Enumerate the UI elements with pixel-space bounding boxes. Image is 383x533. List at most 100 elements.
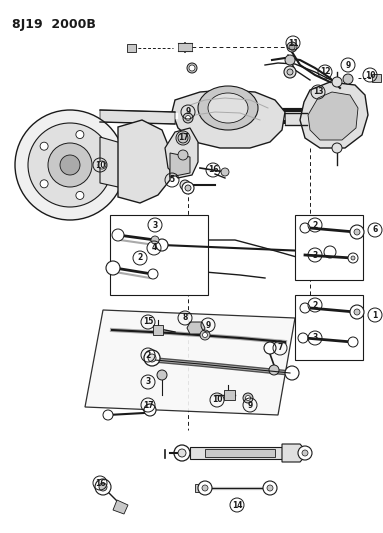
Circle shape [156, 239, 168, 251]
Circle shape [40, 180, 48, 188]
Polygon shape [85, 310, 295, 415]
Text: 3: 3 [152, 221, 158, 230]
Bar [295, 215, 363, 280]
Text: 6: 6 [372, 225, 378, 235]
Text: 3: 3 [313, 334, 318, 343]
Circle shape [285, 366, 299, 380]
Polygon shape [372, 74, 381, 82]
Text: 3: 3 [313, 251, 318, 260]
Text: 17: 17 [178, 133, 188, 142]
Circle shape [182, 182, 194, 194]
Text: 9: 9 [345, 61, 350, 69]
Circle shape [174, 445, 190, 461]
Polygon shape [153, 325, 163, 335]
Circle shape [187, 63, 197, 73]
Text: 7: 7 [277, 343, 283, 352]
Polygon shape [165, 128, 198, 178]
Circle shape [350, 225, 364, 239]
Circle shape [298, 446, 312, 460]
Text: 17: 17 [143, 400, 153, 409]
Circle shape [300, 223, 310, 233]
Text: 3: 3 [146, 377, 151, 386]
Text: 5: 5 [169, 175, 175, 184]
Circle shape [180, 180, 190, 190]
Bar [110, 215, 208, 295]
Polygon shape [127, 44, 136, 52]
Text: 16: 16 [95, 479, 105, 488]
Text: 2: 2 [146, 351, 151, 359]
Circle shape [95, 479, 111, 495]
Text: 14: 14 [232, 500, 242, 510]
Text: 10: 10 [212, 395, 222, 405]
Circle shape [99, 483, 107, 491]
Polygon shape [195, 484, 207, 492]
Polygon shape [113, 500, 128, 514]
Circle shape [284, 66, 296, 78]
Text: 15: 15 [143, 318, 153, 327]
Bar [295, 295, 363, 360]
Circle shape [60, 155, 80, 175]
Circle shape [348, 253, 358, 263]
Circle shape [106, 261, 120, 275]
Circle shape [15, 110, 125, 220]
Text: 9: 9 [185, 108, 191, 117]
Text: 4: 4 [151, 244, 157, 253]
Circle shape [243, 393, 253, 403]
Circle shape [324, 246, 336, 258]
Circle shape [148, 354, 156, 362]
Circle shape [185, 116, 190, 120]
Polygon shape [205, 449, 275, 457]
Text: 9: 9 [205, 320, 211, 329]
Text: 9: 9 [247, 400, 253, 409]
Polygon shape [178, 43, 192, 51]
Polygon shape [190, 447, 282, 459]
Polygon shape [224, 390, 235, 400]
Circle shape [28, 123, 112, 207]
Circle shape [221, 168, 229, 176]
Circle shape [332, 77, 342, 87]
Circle shape [298, 333, 308, 343]
Text: 2: 2 [313, 301, 318, 310]
Circle shape [183, 113, 193, 123]
Text: 2: 2 [313, 221, 318, 230]
Circle shape [267, 485, 273, 491]
Circle shape [287, 69, 293, 75]
Circle shape [354, 229, 360, 235]
Circle shape [178, 449, 186, 457]
Circle shape [112, 229, 124, 241]
Text: 10: 10 [95, 160, 105, 169]
Circle shape [178, 150, 188, 160]
Circle shape [269, 365, 279, 375]
Polygon shape [170, 153, 190, 177]
Text: 13: 13 [313, 87, 323, 96]
Circle shape [200, 330, 210, 340]
Polygon shape [300, 82, 368, 148]
Circle shape [76, 131, 84, 139]
Circle shape [264, 342, 276, 354]
Text: 11: 11 [288, 38, 298, 47]
Ellipse shape [198, 86, 258, 130]
Text: 2: 2 [137, 254, 142, 262]
Circle shape [98, 161, 106, 169]
Circle shape [287, 42, 297, 52]
Polygon shape [285, 113, 307, 125]
Circle shape [343, 74, 353, 84]
Circle shape [300, 303, 310, 313]
Circle shape [302, 450, 308, 456]
Circle shape [178, 133, 188, 143]
Circle shape [76, 191, 84, 199]
Circle shape [103, 410, 113, 420]
Circle shape [144, 404, 156, 416]
Polygon shape [118, 120, 170, 203]
Circle shape [40, 142, 48, 150]
Circle shape [202, 485, 208, 491]
Polygon shape [100, 110, 175, 124]
Polygon shape [187, 322, 205, 334]
Polygon shape [308, 92, 358, 140]
Circle shape [151, 236, 159, 244]
Text: 8: 8 [182, 313, 188, 322]
Ellipse shape [208, 93, 248, 123]
Polygon shape [172, 90, 285, 148]
Circle shape [48, 143, 92, 187]
Circle shape [354, 309, 360, 315]
